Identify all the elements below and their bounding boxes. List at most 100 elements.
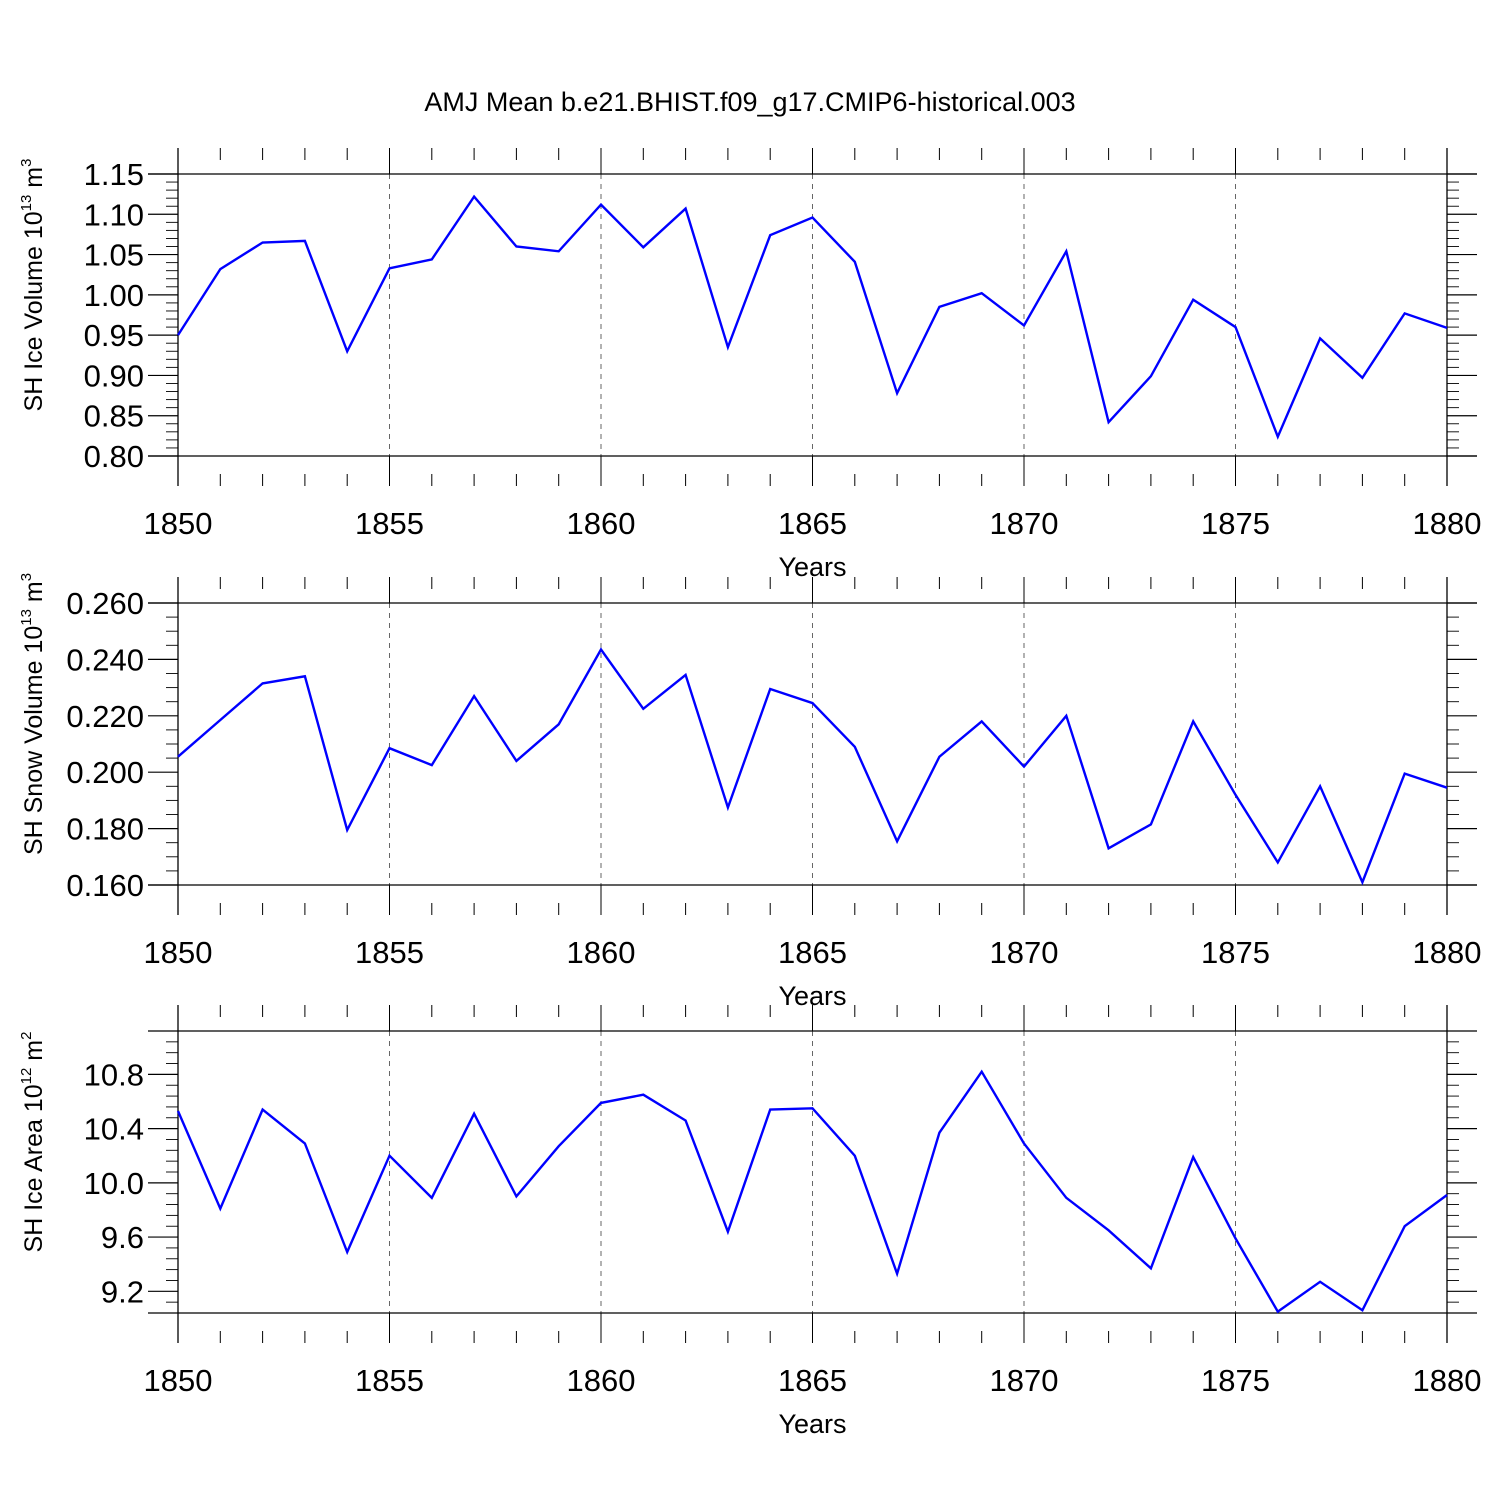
y-tick-label-3: 0.220 (66, 699, 144, 734)
y-tick-label-0: 9.2 (101, 1274, 144, 1309)
data-point-1865 (811, 702, 813, 704)
data-point-1861 (642, 708, 644, 710)
data-point-1856 (431, 764, 433, 766)
y-axis-label-unit: m (20, 581, 48, 609)
data-point-1875 (1234, 326, 1236, 328)
data-point-1880 (1446, 327, 1448, 329)
chart-panel-1: 0.80 0.85 0.90 0.95 1.00 1.05 1.10 1.15 1850 1855… (18, 148, 1481, 582)
data-point-1877 (1319, 337, 1321, 339)
x-tick-label-1860: 1860 (567, 506, 636, 541)
data-point-1871 (1065, 250, 1067, 252)
x-tick-label-1860: 1860 (567, 1363, 636, 1398)
data-point-1870 (1023, 1142, 1025, 1144)
data-point-1877 (1319, 1281, 1321, 1283)
data-point-1855 (388, 747, 390, 749)
data-point-1871 (1065, 1197, 1067, 1199)
y-axis-label-unit-exponent: 3 (18, 573, 35, 581)
data-point-1850 (177, 755, 179, 757)
y-tick-label-2: 0.200 (66, 755, 144, 790)
data-point-1866 (854, 1155, 856, 1157)
x-tick-label-1875: 1875 (1201, 935, 1270, 970)
y-tick-label-3: 0.95 (84, 318, 144, 353)
data-point-1872 (1107, 1229, 1109, 1231)
y-tick-label-7: 1.15 (84, 157, 144, 192)
y-tick-label-3: 10.4 (84, 1112, 144, 1147)
chart-panel-2: 0.160 0.180 0.200 0.220 0.240 0.260 1850 1855 18… (18, 573, 1481, 1011)
data-point-1862 (684, 207, 686, 209)
data-point-1851 (219, 1207, 221, 1209)
data-point-1875 (1234, 1237, 1236, 1239)
y-axis-label: SH Ice Volume 1013 m3 (18, 159, 48, 412)
data-point-1870 (1023, 765, 1025, 767)
data-point-1863 (727, 1230, 729, 1232)
data-point-1862 (684, 674, 686, 676)
data-point-1855 (388, 267, 390, 269)
y-axis-label-exponent: 13 (18, 609, 35, 626)
y-tick-label-4: 0.240 (66, 642, 144, 677)
data-point-1858 (515, 1195, 517, 1197)
x-tick-label-1875: 1875 (1201, 1363, 1270, 1398)
y-tick-label-6: 1.10 (84, 197, 144, 232)
x-tick-label-1850: 1850 (144, 1363, 213, 1398)
x-axis-label: Years (778, 1409, 846, 1439)
data-point-1865 (811, 216, 813, 218)
data-point-1876 (1277, 861, 1279, 863)
y-axis-label-text: SH Snow Volume 10 (20, 626, 48, 855)
data-point-1856 (431, 258, 433, 260)
y-axis-label-exponent: 13 (18, 195, 35, 212)
data-point-1863 (727, 346, 729, 348)
y-axis-label-text: SH Ice Volume 10 (20, 211, 48, 411)
data-point-1873 (1150, 375, 1152, 377)
data-point-1880 (1446, 787, 1448, 789)
data-point-1874 (1192, 720, 1194, 722)
y-tick-label-2: 10.0 (84, 1166, 144, 1201)
data-point-1857 (473, 195, 475, 197)
x-tick-label-1860: 1860 (567, 935, 636, 970)
data-point-1854 (346, 1251, 348, 1253)
data-point-1863 (727, 806, 729, 808)
x-tick-label-1865: 1865 (778, 506, 847, 541)
data-point-1852 (261, 1108, 263, 1110)
data-point-1874 (1192, 1156, 1194, 1158)
data-point-1872 (1107, 421, 1109, 423)
data-point-1878 (1361, 881, 1363, 883)
data-point-1862 (684, 1119, 686, 1121)
y-tick-label-5: 0.260 (66, 586, 144, 621)
data-point-1877 (1319, 785, 1321, 787)
data-point-1864 (769, 1108, 771, 1110)
y-axis-label-unit-exponent: 3 (18, 159, 35, 167)
y-tick-label-4: 10.8 (84, 1057, 144, 1092)
data-point-1874 (1192, 298, 1194, 300)
x-tick-label-1855: 1855 (355, 1363, 424, 1398)
x-tick-label-1880: 1880 (1413, 506, 1482, 541)
y-axis-label-unit: m (20, 167, 48, 195)
data-point-1870 (1023, 324, 1025, 326)
data-point-1879 (1404, 312, 1406, 314)
data-point-1852 (261, 682, 263, 684)
data-point-1875 (1234, 794, 1236, 796)
data-point-1868 (938, 755, 940, 757)
y-axis-label: SH Ice Area 1012 m2 (18, 1032, 48, 1253)
x-tick-label-1855: 1855 (355, 506, 424, 541)
figure-title: AMJ Mean b.e21.BHIST.f09_g17.CMIP6-histo… (424, 87, 1075, 117)
x-tick-label-1870: 1870 (990, 506, 1059, 541)
data-point-1854 (346, 829, 348, 831)
data-point-1864 (769, 234, 771, 236)
series-line (177, 647, 1448, 886)
data-point-1859 (558, 723, 560, 725)
y-tick-label-1: 9.6 (101, 1220, 144, 1255)
series-line (176, 1069, 1448, 1314)
y-axis-label-unit: m (20, 1040, 48, 1068)
data-point-1851 (219, 719, 221, 721)
x-tick-label-1875: 1875 (1201, 506, 1270, 541)
data-point-1866 (854, 261, 856, 263)
data-point-1879 (1404, 772, 1406, 774)
data-point-1869 (981, 292, 983, 294)
data-point-1880 (1446, 1194, 1448, 1196)
data-point-1876 (1277, 435, 1279, 437)
data-point-1865 (811, 1107, 813, 1109)
data-point-1857 (473, 695, 475, 697)
x-tick-label-1870: 1870 (990, 935, 1059, 970)
